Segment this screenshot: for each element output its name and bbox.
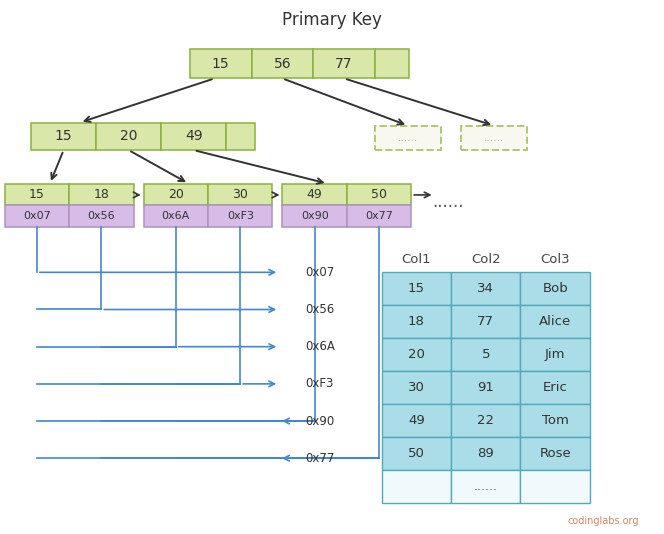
Text: ......: ...... (473, 480, 498, 493)
Text: 50: 50 (371, 187, 387, 201)
Text: Jim: Jim (545, 348, 566, 361)
FancyBboxPatch shape (451, 470, 521, 503)
Text: 0xF3: 0xF3 (305, 378, 334, 390)
FancyBboxPatch shape (190, 49, 252, 78)
Text: 89: 89 (477, 447, 494, 460)
Text: 0x56: 0x56 (88, 211, 116, 221)
FancyBboxPatch shape (461, 125, 527, 150)
FancyBboxPatch shape (382, 470, 451, 503)
Text: 0x90: 0x90 (305, 414, 335, 428)
Text: Col3: Col3 (540, 253, 570, 265)
FancyBboxPatch shape (521, 338, 590, 371)
FancyBboxPatch shape (521, 404, 590, 437)
Text: 0x90: 0x90 (301, 211, 329, 221)
Text: 0x07: 0x07 (305, 266, 335, 279)
FancyBboxPatch shape (382, 371, 451, 404)
FancyBboxPatch shape (521, 305, 590, 338)
Text: 20: 20 (408, 348, 425, 361)
FancyBboxPatch shape (451, 305, 521, 338)
FancyBboxPatch shape (382, 272, 451, 305)
Text: 0x6A: 0x6A (305, 340, 335, 353)
Text: ......: ...... (398, 133, 418, 143)
FancyBboxPatch shape (451, 437, 521, 470)
FancyBboxPatch shape (31, 122, 96, 150)
Text: 0xF3: 0xF3 (226, 211, 254, 221)
Text: Alice: Alice (539, 315, 571, 328)
Text: 49: 49 (408, 414, 425, 427)
FancyBboxPatch shape (347, 184, 411, 205)
FancyBboxPatch shape (69, 205, 133, 227)
FancyBboxPatch shape (208, 205, 272, 227)
Text: Col1: Col1 (402, 253, 431, 265)
Text: 5: 5 (481, 348, 490, 361)
Text: 0x56: 0x56 (305, 303, 335, 316)
Text: ......: ...... (432, 193, 463, 211)
FancyBboxPatch shape (161, 122, 226, 150)
Text: Rose: Rose (539, 447, 571, 460)
FancyBboxPatch shape (451, 404, 521, 437)
Text: 15: 15 (212, 57, 230, 71)
FancyBboxPatch shape (143, 184, 208, 205)
Text: 22: 22 (477, 414, 494, 427)
FancyBboxPatch shape (521, 371, 590, 404)
FancyBboxPatch shape (282, 205, 347, 227)
Text: 30: 30 (408, 381, 425, 394)
Text: 77: 77 (477, 315, 494, 328)
FancyBboxPatch shape (313, 49, 375, 78)
Text: codinglabs.org: codinglabs.org (568, 516, 639, 526)
Text: 49: 49 (307, 187, 323, 201)
Text: 34: 34 (477, 282, 494, 295)
FancyBboxPatch shape (521, 272, 590, 305)
Text: 91: 91 (477, 381, 494, 394)
FancyBboxPatch shape (375, 49, 409, 78)
FancyBboxPatch shape (451, 371, 521, 404)
Text: 30: 30 (232, 187, 248, 201)
FancyBboxPatch shape (521, 437, 590, 470)
FancyBboxPatch shape (382, 338, 451, 371)
FancyBboxPatch shape (208, 184, 272, 205)
Text: 0x6A: 0x6A (161, 211, 190, 221)
FancyBboxPatch shape (5, 184, 69, 205)
Text: 20: 20 (120, 129, 137, 143)
FancyBboxPatch shape (5, 205, 69, 227)
FancyBboxPatch shape (143, 205, 208, 227)
FancyBboxPatch shape (282, 184, 347, 205)
FancyBboxPatch shape (451, 272, 521, 305)
FancyBboxPatch shape (382, 305, 451, 338)
Text: 77: 77 (335, 57, 353, 71)
Text: 50: 50 (408, 447, 425, 460)
Text: 0x07: 0x07 (23, 211, 51, 221)
FancyBboxPatch shape (69, 184, 133, 205)
Text: 20: 20 (168, 187, 184, 201)
Text: 18: 18 (94, 187, 110, 201)
FancyBboxPatch shape (226, 122, 256, 150)
Text: Col2: Col2 (471, 253, 501, 265)
Text: Tom: Tom (542, 414, 568, 427)
Text: 0x77: 0x77 (305, 452, 335, 465)
Text: Primary Key: Primary Key (282, 11, 382, 29)
Text: Eric: Eric (542, 381, 568, 394)
FancyBboxPatch shape (451, 338, 521, 371)
FancyBboxPatch shape (96, 122, 161, 150)
FancyBboxPatch shape (382, 404, 451, 437)
FancyBboxPatch shape (252, 49, 313, 78)
Text: 18: 18 (408, 315, 425, 328)
FancyBboxPatch shape (347, 205, 411, 227)
Text: ......: ...... (484, 133, 504, 143)
Text: 15: 15 (408, 282, 425, 295)
FancyBboxPatch shape (382, 437, 451, 470)
Text: 15: 15 (55, 129, 72, 143)
Text: 0x77: 0x77 (365, 211, 393, 221)
Text: 49: 49 (185, 129, 203, 143)
Text: Bob: Bob (542, 282, 568, 295)
FancyBboxPatch shape (375, 125, 441, 150)
Text: 15: 15 (29, 187, 45, 201)
FancyBboxPatch shape (521, 470, 590, 503)
Text: 56: 56 (274, 57, 291, 71)
